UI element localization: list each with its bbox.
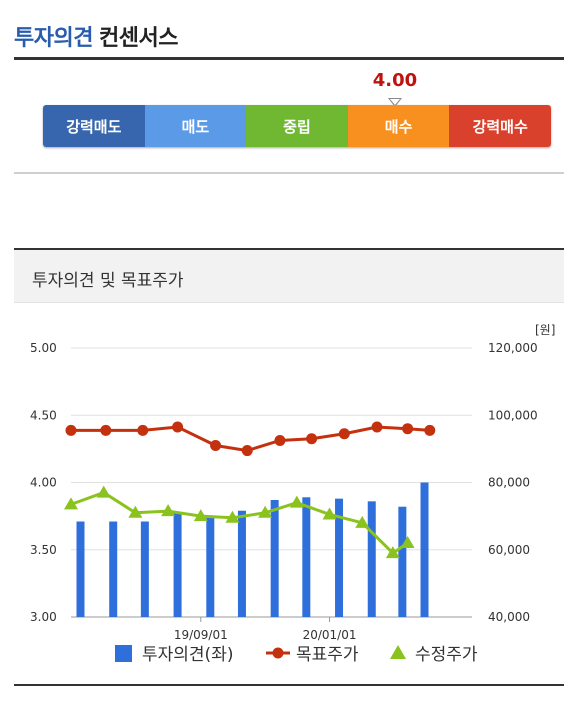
consensus-score: 4.00: [372, 70, 418, 91]
target-price-point: [210, 440, 222, 452]
opinion-target-price-chart: 5.00 4.50 4.00 3.50 3.00 120,000 100,000 80,000…: [30, 323, 555, 665]
scale-segment-3: 중립: [246, 105, 348, 147]
consensus-scale: 강력매도 매도 중립 매수 강력매수: [43, 105, 551, 147]
page-title-accent: 투자의견: [14, 26, 93, 51]
x-tick-label: 20/01/01: [303, 628, 357, 642]
left-tick-label: 3.50: [30, 543, 57, 557]
right-tick-label: 80,000: [488, 476, 530, 490]
target-price-point: [402, 423, 414, 435]
left-tick-label: 4.00: [30, 476, 57, 490]
adjusted-price-point: [225, 510, 240, 523]
panel-top-border: [14, 248, 564, 250]
target-price-point: [100, 424, 112, 436]
adjusted-price-point: [322, 507, 337, 520]
adjusted-price-point: [161, 504, 176, 517]
adjusted-price-point: [289, 495, 304, 508]
legend-label-adjusted: 수정주가: [415, 645, 478, 665]
score-marker-icon: [388, 98, 402, 107]
opinion-bar: [76, 521, 85, 617]
panel-title: 투자의견 및 목표주가: [32, 271, 184, 291]
opinion-bar: [367, 501, 376, 617]
target-price-point: [424, 424, 436, 436]
opinion-bar: [109, 521, 118, 617]
target-price-point: [274, 434, 286, 446]
opinion-bar: [335, 498, 344, 617]
scale-segment-2: 매도: [144, 105, 247, 147]
x-tick-label: 19/09/01: [174, 628, 228, 642]
right-tick-label: 120,000: [488, 341, 538, 355]
right-axis-unit: [원]: [535, 323, 555, 337]
legend-triangle-marker: [390, 645, 406, 659]
opinion-bar: [398, 506, 407, 617]
scale-segment-1: 강력매도: [43, 105, 145, 147]
opinion-bar: [206, 516, 215, 617]
panel-header: 투자의견 및 목표주가: [14, 250, 564, 303]
legend-label-target: 목표주가: [296, 645, 359, 665]
target-price-point: [338, 428, 350, 440]
target-price-point: [241, 445, 253, 457]
left-tick-label: 4.50: [30, 408, 57, 422]
legend-label-opinion: 투자의견(좌): [142, 645, 233, 665]
right-tick-label: 60,000: [488, 543, 530, 557]
adjusted-price-point: [385, 546, 400, 559]
opinion-bar: [302, 497, 311, 617]
target-price-point: [172, 421, 184, 433]
scale-segment-5: 강력매수: [449, 105, 551, 147]
opinion-bar: [420, 482, 429, 617]
adjusted-price-point: [355, 515, 370, 528]
scale-segment-4: 매수: [347, 105, 450, 147]
page-title: 투자의견 컨센서스: [14, 20, 178, 52]
adjusted-price-point: [400, 536, 415, 549]
opinion-bar: [173, 512, 182, 617]
section-divider: [14, 172, 564, 174]
title-divider: [14, 57, 564, 60]
opinion-bar: [237, 510, 246, 617]
left-tick-label: 5.00: [30, 341, 57, 355]
right-tick-label: 100,000: [488, 408, 538, 422]
target-price-point: [306, 433, 318, 445]
opinion-bar: [270, 499, 279, 617]
adjusted-price-point: [193, 509, 208, 522]
adjusted-price-point: [258, 505, 273, 518]
target-price-point: [65, 424, 77, 436]
target-price-point: [371, 421, 383, 433]
target-price-point: [137, 424, 149, 436]
adjusted-price-point: [128, 505, 143, 518]
bottom-divider: [14, 684, 564, 686]
left-tick-label: 3.00: [30, 610, 57, 624]
page-title-rest: 컨센서스: [98, 26, 178, 51]
right-tick-label: 40,000: [488, 610, 530, 624]
series-line-3: [70, 490, 409, 556]
adjusted-price-point: [64, 497, 78, 510]
legend-bar-swatch: [115, 645, 132, 662]
legend-circle-marker: [272, 647, 284, 659]
opinion-bar: [140, 521, 149, 617]
adjusted-price-point: [96, 485, 111, 498]
